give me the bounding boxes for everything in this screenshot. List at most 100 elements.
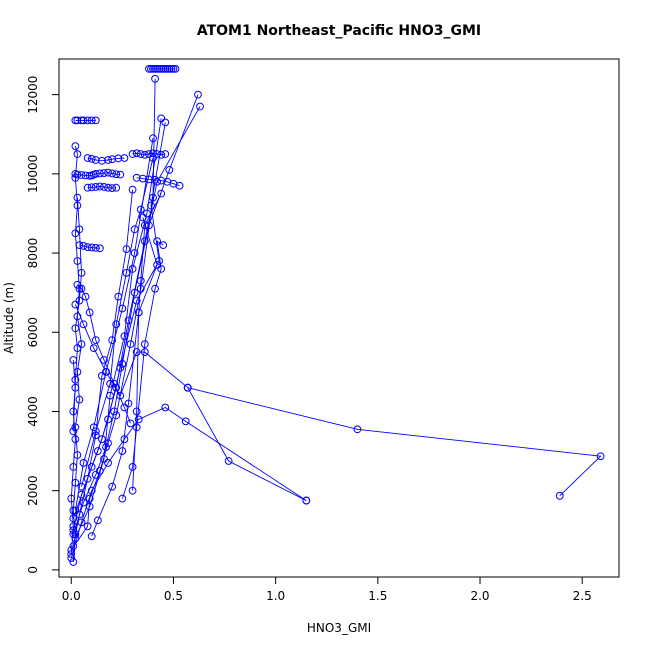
series-13: [128, 189, 166, 495]
series-2: [71, 116, 100, 125]
data-point: [77, 284, 86, 293]
data-point: [118, 494, 127, 503]
data-point: [153, 65, 162, 73]
series-23: [67, 403, 311, 562]
data-point: [161, 118, 170, 127]
x-tick-label: 0.5: [164, 589, 183, 603]
series-line: [187, 387, 307, 502]
data-point: [81, 292, 90, 301]
data-point: [145, 65, 153, 73]
data-point: [165, 65, 174, 73]
data-point: [108, 155, 117, 164]
data-point: [102, 443, 110, 452]
data-point: [89, 344, 98, 352]
data-point: [77, 268, 86, 277]
data-point: [104, 168, 112, 177]
data-point: [122, 245, 131, 253]
data-point: [126, 419, 135, 428]
data-point: [91, 427, 100, 436]
data-point: [145, 175, 153, 184]
data-point: [91, 244, 100, 252]
data-point: [155, 65, 164, 73]
series-27: [67, 356, 80, 558]
data-point: [77, 518, 86, 527]
data-point: [87, 116, 96, 125]
data-point: [75, 284, 84, 293]
data-point: [151, 284, 159, 293]
data-point: [118, 447, 127, 455]
data-point: [112, 183, 121, 192]
data-point: [95, 182, 104, 191]
series-4: [67, 74, 159, 554]
data-point: [83, 474, 92, 483]
data-point: [132, 173, 141, 182]
data-point: [87, 154, 96, 163]
data-point: [169, 65, 178, 73]
data-point: [132, 296, 141, 305]
data-point: [157, 264, 166, 273]
data-point: [151, 175, 159, 184]
data-point: [165, 165, 174, 174]
data-point: [138, 213, 147, 222]
data-point: [120, 154, 129, 162]
data-point: [95, 169, 104, 178]
data-point: [132, 348, 141, 356]
data-point: [87, 463, 96, 471]
data-point: [71, 142, 80, 151]
series-line: [72, 197, 82, 432]
data-point: [140, 237, 149, 246]
data-point: [157, 65, 166, 73]
data-point: [194, 90, 202, 99]
y-axis: 0 2000 4000 6000 8000 10000 12000: [26, 76, 60, 574]
data-point: [104, 156, 112, 164]
data-point: [163, 65, 172, 73]
series-line: [70, 78, 156, 551]
data-point: [91, 183, 100, 191]
data-point: [353, 425, 362, 434]
data-point: [87, 532, 96, 541]
data-point: [145, 150, 153, 158]
data-point: [116, 363, 125, 372]
data-point: [130, 225, 139, 234]
series-line: [77, 284, 131, 424]
series-line: [72, 145, 82, 563]
data-point: [140, 340, 149, 349]
data-point: [120, 435, 129, 444]
y-axis-label: Altitude (m): [2, 282, 16, 354]
series-line: [132, 193, 162, 491]
data-point: [87, 243, 96, 252]
data-point: [224, 457, 233, 465]
data-point: [100, 183, 108, 191]
series-line: [74, 304, 189, 397]
data-point: [151, 65, 159, 73]
series-line: [72, 189, 134, 547]
data-point: [128, 264, 137, 273]
x-tick-label: 2.5: [573, 589, 592, 603]
data-point: [161, 65, 170, 73]
data-point: [159, 241, 168, 250]
data-point: [79, 320, 88, 329]
data-point: [91, 169, 100, 178]
data-point: [128, 486, 137, 495]
data-point: [98, 156, 106, 165]
data-point: [85, 494, 94, 503]
y-tick-label: 4000: [26, 396, 40, 427]
data-point: [98, 435, 106, 444]
data-point: [83, 183, 92, 192]
data-point: [596, 452, 605, 461]
series-18: [128, 149, 170, 159]
series-25: [183, 383, 605, 500]
data-point: [108, 184, 117, 193]
series-12: [118, 237, 168, 503]
series-line: [132, 152, 166, 156]
data-point: [157, 114, 166, 123]
data-point: [100, 169, 108, 177]
data-point: [102, 367, 110, 376]
data-point: [149, 65, 157, 73]
data-point: [104, 415, 112, 424]
x-tick-label: 0.0: [62, 589, 81, 603]
series-3: [145, 65, 180, 73]
data-point: [147, 65, 155, 73]
x-axis: 0.0 0.5 1.0 1.5 2.0 2.5: [62, 576, 592, 603]
data-point: [175, 181, 184, 190]
